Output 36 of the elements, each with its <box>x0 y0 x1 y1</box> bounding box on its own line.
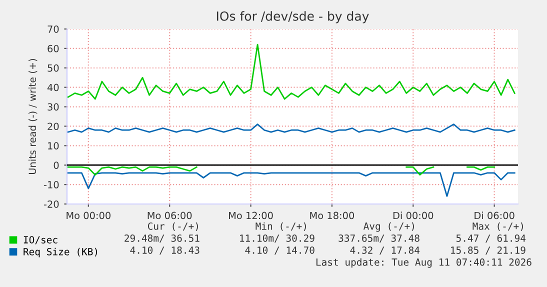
y-tick-label: -20 <box>44 200 59 208</box>
text: 337.65m/ 37.48 <box>338 234 420 243</box>
line-series <box>67 172 516 197</box>
text: Cur (-/+) <box>148 222 198 231</box>
legend-label: Req Size (KB) <box>24 248 98 258</box>
text: 29.48m/ 36.51 <box>124 234 200 243</box>
text: Last update: Tue Aug 11 07:40:11 2026 <box>316 258 532 268</box>
text: 11.10m/ 30.29 <box>240 234 314 243</box>
y-tick-label: 20 <box>48 122 59 130</box>
text: 4.32 / 17.84 <box>350 246 420 255</box>
text: 5.47 / 61.94 <box>456 234 526 243</box>
y-tick-label: 70 <box>48 25 59 33</box>
x-tick-label: Di 00:00 <box>393 212 434 220</box>
x-tick-label: Di 06:00 <box>474 212 514 220</box>
y-tick-label: 30 <box>48 103 59 111</box>
text: Avg (-/+) <box>364 222 414 232</box>
x-tick-label: Mo 18:00 <box>310 212 354 220</box>
x-tick-label: Mo 00:00 <box>66 212 110 220</box>
text: Min (-/+) <box>256 222 306 231</box>
y-tick-label: 0 <box>54 162 59 169</box>
legend-label: IO/sec <box>24 236 58 244</box>
line-series <box>67 44 516 100</box>
text: Max (-/+) <box>472 222 523 231</box>
text: 4.10 / 14.70 <box>245 246 314 255</box>
y-tick-label: 40 <box>47 84 59 92</box>
x-tick-label: Mo 12:00 <box>229 212 273 220</box>
line-series <box>67 124 516 133</box>
y-tick-label: -10 <box>44 181 59 188</box>
text: 4.10 / 18.43 <box>130 246 200 255</box>
text: 15.85 / 21.19 <box>451 246 526 255</box>
y-tick-label: 10 <box>48 142 59 150</box>
chart-title: IOs for /dev/sde - by day <box>216 11 369 24</box>
y-tick-label: 50 <box>48 64 59 72</box>
y-tick-label: 60 <box>48 44 59 52</box>
y-axis-title: Units read (-) / write (+) <box>28 58 38 174</box>
x-tick-label: Mo 06:00 <box>148 212 192 220</box>
